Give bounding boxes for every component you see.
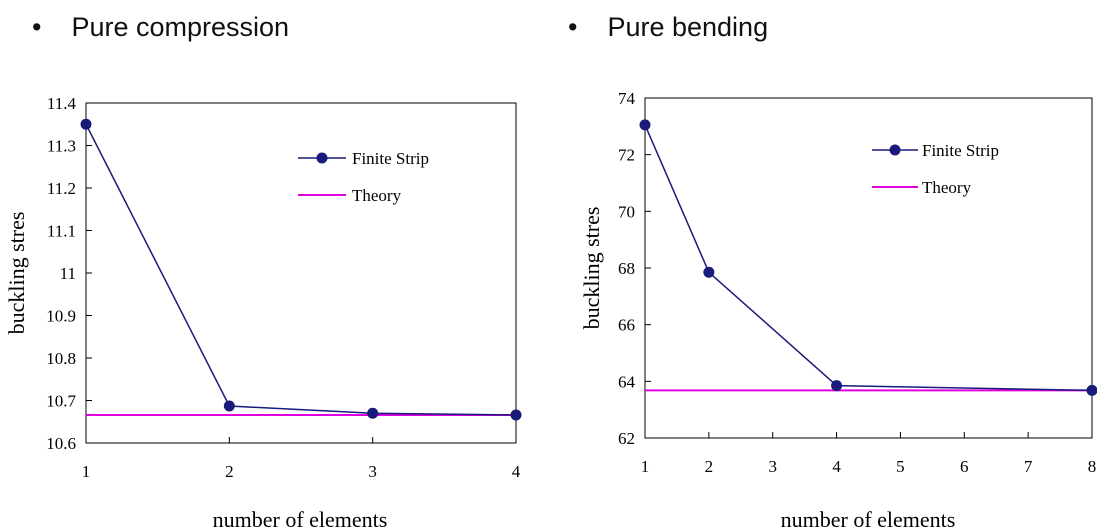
x-tick-label: 3 (368, 462, 377, 481)
data-point-finite-strip (831, 380, 843, 392)
bullet-icon: • (568, 12, 578, 42)
data-point-finite-strip (510, 409, 522, 421)
series-line-finite-strip (644, 124, 1093, 392)
y-tick-label: 10.9 (46, 307, 76, 326)
legend-marker-finite-strip (316, 152, 328, 164)
y-tick-label: 11 (60, 264, 76, 283)
compression-chart: 11.4 11.3 11.2 11.1 11 10.9 10.8 10.7 10.6 1 2 3 4 nu… (4, 94, 522, 532)
y-axis-title: buckling stres (4, 212, 29, 335)
y-tick-label: 72 (618, 146, 635, 165)
y-tick-label: 11.4 (47, 94, 77, 113)
legend-label-finite-strip: Finite Strip (352, 149, 429, 168)
x-tick-label: 7 (1024, 457, 1033, 476)
plot-frame (85, 102, 517, 444)
x-tick-label: 5 (896, 457, 905, 476)
data-point-finite-strip (703, 266, 715, 278)
legend-marker-finite-strip (889, 144, 901, 156)
x-axis-title: number of elements (781, 507, 956, 532)
x-axis-title: number of elements (213, 507, 388, 532)
y-tick-label: 70 (618, 202, 635, 221)
y-tick-label: 10.7 (46, 392, 76, 411)
legend-label-theory: Theory (352, 186, 402, 205)
data-point-finite-strip (639, 119, 651, 131)
y-tick-label: 10.6 (46, 434, 76, 453)
y-tick-label: 68 (618, 259, 635, 278)
data-point-finite-strip (367, 407, 379, 419)
chart-heading-bending-text: Pure bending (607, 12, 769, 42)
bending-chart: 74 72 70 68 66 64 62 1 2 3 4 5 6 7 8 number of elements… (579, 89, 1097, 532)
legend-label-finite-strip: Finite Strip (922, 141, 999, 160)
y-tick-label: 64 (618, 372, 636, 391)
y-tick-label: 62 (618, 429, 635, 448)
x-tick-label: 2 (225, 462, 234, 481)
bullet-icon: • (32, 12, 42, 42)
x-tick-label: 6 (960, 457, 969, 476)
x-tick-label: 4 (832, 457, 841, 476)
chart-heading-bending: • Pure bending (568, 12, 768, 43)
y-tick-label: 74 (618, 89, 636, 108)
series-line-finite-strip (85, 123, 517, 416)
data-point-finite-strip (80, 118, 92, 130)
y-axis-title: buckling stres (579, 207, 604, 330)
data-point-finite-strip (223, 400, 235, 412)
y-tick-label: 66 (618, 316, 635, 335)
x-tick-label: 8 (1088, 457, 1097, 476)
x-tick-label: 1 (82, 462, 91, 481)
y-tick-label: 11.1 (47, 222, 76, 241)
y-tick-label: 11.3 (47, 137, 76, 156)
chart-heading-compression-text: Pure compression (71, 12, 290, 42)
x-tick-label: 1 (641, 457, 650, 476)
y-tick-label: 11.2 (47, 179, 76, 198)
chart-heading-compression: • Pure compression (32, 12, 289, 43)
data-point-finite-strip (1086, 384, 1097, 396)
x-tick-label: 2 (705, 457, 714, 476)
y-tick-label: 10.8 (46, 349, 76, 368)
legend-label-theory: Theory (922, 178, 972, 197)
x-tick-label: 4 (512, 462, 521, 481)
x-tick-label: 3 (768, 457, 777, 476)
